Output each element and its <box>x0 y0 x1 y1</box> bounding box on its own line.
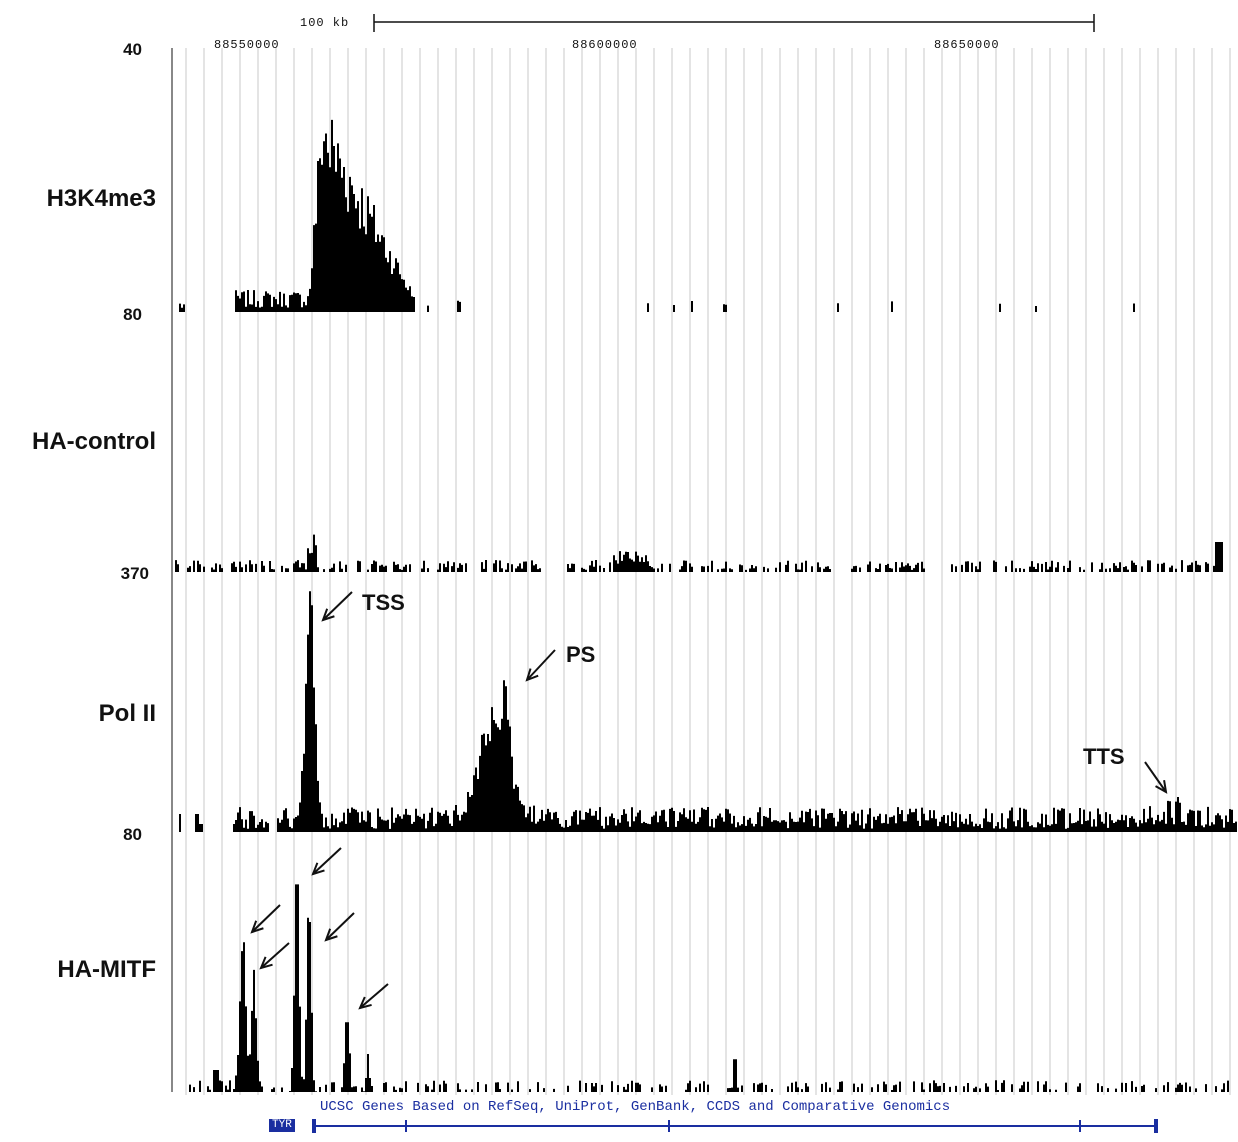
axis-max-label: 40 <box>123 40 142 59</box>
signal-pol-ii <box>179 591 1237 832</box>
track-label-pol-ii: Pol II <box>98 700 156 727</box>
signal-h3k4me3 <box>179 119 1135 312</box>
signal-tracks <box>175 119 1237 1092</box>
signal-ha-control <box>175 534 1223 572</box>
signal-ha-mitf <box>189 884 1229 1092</box>
coordinate-label: 88600000 <box>572 38 638 52</box>
gene-track-caption: UCSC Genes Based on RefSeq, UniProt, Gen… <box>320 1099 951 1115</box>
annotation-arrows <box>250 591 1168 1010</box>
track-label-h3k4me3: H3K4me3 <box>46 185 156 212</box>
axis-min-label: 370 <box>120 564 149 583</box>
tss-annotation: TSS <box>362 590 405 615</box>
axis-min-label: 80 <box>123 305 142 324</box>
gene-name-label: TYR <box>269 1119 295 1132</box>
ps-annotation: PS <box>566 642 596 667</box>
track-label-ha-mitf: HA-MITF <box>57 956 156 983</box>
track-label-ha-control: HA-control <box>32 428 156 455</box>
scale-bar <box>373 14 1095 32</box>
axis-min-label: 80 <box>123 825 142 844</box>
gene-model <box>312 1119 1158 1133</box>
scale-bar-label: 100 kb <box>300 16 350 30</box>
coordinate-label: 88550000 <box>214 38 280 52</box>
coordinate-label: 88650000 <box>934 38 1000 52</box>
tts-annotation: TTS <box>1083 744 1125 769</box>
